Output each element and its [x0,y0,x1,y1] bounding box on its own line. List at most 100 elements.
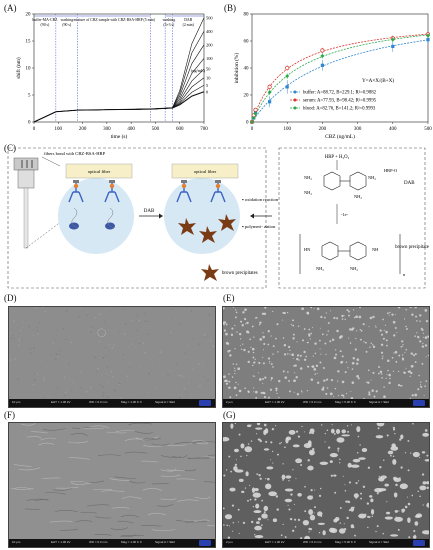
sem-grain [191,338,193,340]
sem-particle [319,487,322,490]
sem-grain [29,347,32,350]
sem-grain [72,381,75,383]
sem-particle [405,367,407,369]
sem-particle [417,388,420,391]
sem-cluster [390,446,399,451]
sem-cluster [390,534,399,537]
sem-grain [79,371,81,373]
fiber-bond-label: fibers bond with CBZ-BSA-HRP [44,151,106,156]
sem-signal: Signal A = SE2 [369,400,389,404]
sem-fiber [34,498,49,501]
sem-particle [356,451,359,454]
sem-particle [223,507,225,510]
sem-grain [210,307,212,308]
sem-cluster [421,530,429,535]
sem-particle [258,535,261,538]
sem-particle [304,510,307,513]
sem-grain [171,308,173,310]
sem-particle [300,464,303,466]
sem-particle [311,365,315,368]
sem-cluster [252,492,261,498]
sem-particle [407,370,410,373]
sem-grain [189,362,191,364]
sem-particle [380,333,384,336]
hrp-o-label: HRP-O [384,168,397,173]
sem-particle [311,432,314,435]
sem-cluster [370,509,375,515]
sem-cluster [256,423,261,426]
sem-particle [294,372,296,374]
sem-grain [115,327,117,329]
sem-fiber [151,443,170,446]
sem-grain [63,394,65,396]
sem-cluster [352,458,361,463]
sem-cluster [361,447,368,453]
sem-particle [247,331,250,334]
sem-grain [179,322,181,325]
sem-fiber [13,486,32,490]
sem-particle [419,314,422,317]
sem-particle [270,441,273,444]
sem-particle [229,354,232,357]
sem-particle [424,385,426,388]
sem-grain [24,387,26,389]
sem-particle [356,362,359,365]
sem-particle [425,356,427,358]
sem-grain [65,360,67,362]
sem-particle [344,371,347,374]
sem-particle [237,367,241,371]
x-axis-title: CBZ (ng/mL) [325,133,355,140]
sem-particle [392,320,396,324]
inhibition-chart: 0 100 200 300 400 500 0 20 40 60 80 CBZ (ng/mL) inhi… [233,13,432,140]
sem-particle [344,318,346,321]
sem-particle [295,477,297,479]
phase-label: washing [60,18,73,22]
sem-particle [401,510,405,513]
sem-particle [243,348,246,352]
panel-label-e: (E) [223,293,235,303]
sem-particle [299,367,303,370]
sem-particle [331,338,335,342]
sem-grain [96,370,99,373]
sem-particle [252,351,255,354]
sem-grain [23,321,24,323]
sem-grain [90,332,92,334]
sem-particle [234,372,236,375]
sem-particle [243,317,247,321]
sem-cluster [288,430,296,435]
sem-particle [355,315,358,319]
sem-grain [89,386,92,389]
sem-particle [304,431,306,433]
sem-particle [354,348,357,351]
sem-grain [110,370,113,373]
sem-particle [367,526,369,529]
sem-particle [305,355,308,358]
sem-particle [233,386,237,390]
nh2-label: NH₂ [304,175,312,180]
sem-particle [316,381,320,384]
sem-grain [178,396,181,399]
sem-grain [122,353,125,356]
sem-particle [334,349,337,351]
sem-particle [380,351,384,354]
sem-cluster [329,460,333,464]
sem-fiber [18,467,41,471]
sem-particle [225,332,228,336]
fiber-surface-before: optical fiber [58,163,134,254]
sem-particle [344,489,347,492]
sem-particle [382,532,385,535]
sem-particle [314,352,317,355]
sem-fiber [138,437,155,441]
sem-particle [276,392,278,395]
zeiss-logo-icon [199,400,211,406]
sem-particle [310,307,313,309]
sem-particle [254,390,258,394]
sem-particle [341,394,343,397]
sem-grain [35,372,38,375]
sem-particle [252,356,255,359]
sem-grain [12,334,14,337]
sem-grain [36,326,38,329]
sem-particle [420,385,423,388]
sem-fiber [160,474,181,477]
sem-particle [343,315,345,317]
